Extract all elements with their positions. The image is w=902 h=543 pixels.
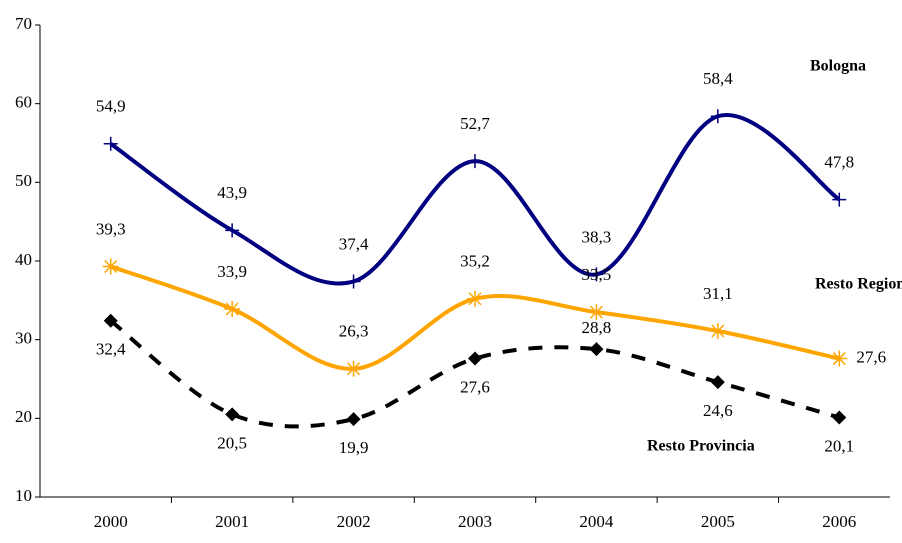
- x-tick-label: 2002: [337, 512, 371, 531]
- y-tick-label: 70: [15, 14, 32, 33]
- data-label: 39,3: [96, 219, 126, 238]
- x-tick-label: 2005: [701, 512, 735, 531]
- marker: [589, 342, 604, 357]
- marker: [589, 267, 604, 282]
- data-label: 33,9: [217, 262, 247, 281]
- marker: [225, 223, 240, 238]
- data-label: 19,9: [339, 438, 369, 457]
- marker: [345, 360, 362, 377]
- marker: [831, 350, 848, 367]
- marker: [832, 410, 847, 425]
- data-label: 27,6: [856, 347, 886, 366]
- data-label: 35,2: [460, 252, 490, 271]
- y-tick-label: 60: [15, 93, 32, 112]
- marker: [103, 313, 118, 328]
- x-tick-label: 2003: [458, 512, 492, 531]
- y-tick-label: 20: [15, 407, 32, 426]
- data-label: 26,3: [339, 322, 369, 341]
- x-tick-label: 2006: [822, 512, 856, 531]
- series-name: Resto Provincia: [647, 438, 755, 455]
- marker: [710, 375, 725, 390]
- marker: [832, 192, 847, 207]
- marker: [346, 412, 361, 427]
- data-label: 33,5: [582, 265, 612, 284]
- series-name: Resto Regione: [815, 276, 902, 293]
- data-label: 27,6: [460, 377, 490, 396]
- data-label: 58,4: [703, 69, 733, 88]
- data-label: 38,3: [582, 227, 612, 246]
- marker: [346, 274, 361, 289]
- data-label: 20,5: [217, 433, 247, 452]
- series-name: Bologna: [810, 58, 866, 75]
- data-label: 20,1: [824, 436, 854, 455]
- data-label: 31,1: [703, 284, 733, 303]
- marker: [103, 136, 118, 151]
- x-tick-label: 2004: [579, 512, 614, 531]
- marker: [467, 290, 483, 307]
- marker: [102, 258, 119, 275]
- data-label: 54,9: [96, 97, 126, 116]
- marker: [709, 323, 726, 340]
- marker: [588, 304, 605, 321]
- data-label: 24,6: [703, 401, 733, 420]
- data-label: 32,4: [96, 340, 126, 359]
- marker: [468, 351, 482, 366]
- marker: [224, 300, 241, 317]
- marker: [710, 109, 725, 124]
- marker: [225, 407, 240, 422]
- x-tick-label: 2000: [94, 512, 128, 531]
- y-tick-label: 50: [15, 171, 32, 190]
- data-label: 43,9: [217, 183, 247, 202]
- y-tick-label: 40: [15, 250, 32, 269]
- marker: [468, 154, 482, 169]
- data-label: 28,8: [582, 318, 612, 337]
- data-label: 47,8: [824, 153, 854, 172]
- x-tick-label: 2001: [215, 512, 249, 531]
- y-tick-label: 10: [15, 486, 32, 505]
- y-tick-label: 30: [15, 329, 32, 348]
- data-label: 37,4: [339, 234, 369, 253]
- data-label: 52,7: [460, 114, 490, 133]
